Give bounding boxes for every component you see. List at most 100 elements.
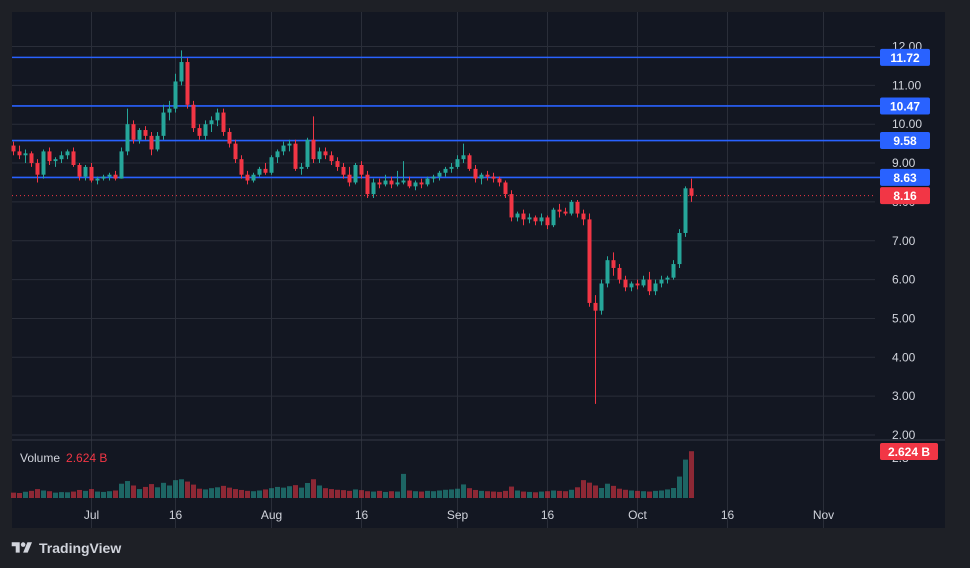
price-tick-label: 6.00 [892,273,916,287]
volume-bar [269,488,274,498]
candle-body [503,182,508,195]
volume-bar [353,489,358,498]
candle-body [443,168,448,173]
candle-body [371,182,376,195]
volume-bar [245,490,250,498]
candle-body [689,188,694,196]
date-tick-label: 16 [541,508,555,522]
candle-body [71,151,76,165]
candle-body [359,164,364,175]
volume-bar [503,490,508,498]
volume-bar [563,491,568,498]
candle-body [95,178,100,181]
price-tick-label: 2.00 [892,428,916,442]
candle-body [263,168,268,173]
candle-body [47,151,52,162]
volume-bar [185,481,190,498]
volume-bar [29,490,34,498]
volume-bar [263,489,268,498]
candle-body [647,279,652,292]
volume-bar [425,490,430,498]
candle-body [257,168,262,175]
volume-bar [407,490,412,498]
volume-bar [215,487,220,498]
candle-body [545,217,550,226]
volume-bar [11,492,16,498]
candle-body [173,81,178,109]
volume-bar [155,487,160,498]
candle-body [455,159,460,167]
volume-bar [653,490,658,498]
volume-legend-label: Volume [20,451,61,465]
candle-body [203,124,208,136]
volume-bar [317,485,322,498]
date-tick-label: Aug [261,508,282,522]
volume-bar [617,488,622,498]
volume-bar [191,484,196,498]
candle-body [281,145,286,152]
volume-bar [227,487,232,498]
volume-bar [293,485,298,498]
volume-bar [119,483,124,498]
date-tick-label: 16 [355,508,369,522]
volume-bar [647,491,652,498]
candle-body [509,194,514,218]
candle-body [155,135,160,150]
volume-bar [473,489,478,498]
volume-bar [47,491,52,498]
candle-body [215,112,220,121]
candle-body [491,176,496,179]
date-tick-label: Oct [628,508,647,522]
candle-body [395,182,400,185]
volume-bar [35,489,40,498]
candle-body [581,213,586,220]
candle-body [479,174,484,179]
volume-bar [53,492,58,498]
candle-body [251,174,256,181]
volume-bar [341,490,346,498]
candle-body [161,112,166,136]
volume-bar [539,491,544,498]
volume-bar [197,488,202,498]
volume-bar [485,491,490,498]
candle-body [653,283,658,292]
candle-body [665,277,670,280]
candle-body [683,188,688,233]
volume-bar [59,492,64,498]
candle-body [629,283,634,288]
candle-body [329,155,334,162]
volume-bar [305,483,310,498]
candle-body [65,151,70,156]
candle-body [89,166,94,181]
candle-body [383,180,388,185]
level-badge-text: 11.72 [890,51,920,65]
candle-body [347,174,352,183]
candle-body [131,124,136,140]
volume-bar [659,490,664,498]
candle-body [185,62,190,105]
level-badge [880,48,930,66]
volume-bar [239,489,244,498]
level-badge-text: 8.63 [893,171,917,185]
volume-bar [593,485,598,498]
candle-body [179,62,184,82]
candle-body [569,201,574,214]
candle-body [557,209,562,212]
volume-bar [83,490,88,498]
volume-bar [635,490,640,498]
volume-bar [203,489,208,498]
level-badge [880,168,930,186]
volume-bar [683,459,688,498]
price-tick-label: 11.00 [892,78,921,92]
price-tick-label: 3.00 [892,389,916,403]
price-tick-label: 4.00 [892,350,916,364]
volume-bar [413,491,418,498]
volume-bar [179,479,184,498]
tradingview-logo-text: TradingView [39,540,122,556]
volume-bar [335,489,340,498]
candle-body [497,178,502,183]
candle-body [11,145,16,152]
tradingview-logo-icon [11,542,32,553]
date-tick-label: Nov [813,508,834,522]
